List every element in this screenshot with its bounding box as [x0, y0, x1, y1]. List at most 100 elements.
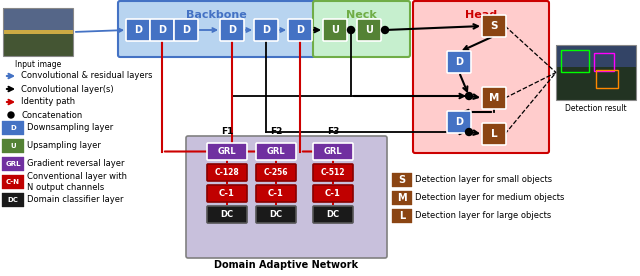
FancyBboxPatch shape: [207, 164, 247, 181]
FancyBboxPatch shape: [313, 206, 353, 223]
Text: DC: DC: [8, 197, 19, 203]
FancyBboxPatch shape: [256, 164, 296, 181]
Text: M: M: [397, 193, 407, 203]
Text: S: S: [399, 175, 406, 185]
Text: C-1: C-1: [219, 189, 235, 198]
Text: Detection layer for large objects: Detection layer for large objects: [415, 211, 551, 221]
FancyBboxPatch shape: [186, 136, 387, 258]
Text: F1: F1: [221, 127, 233, 136]
Text: Identity path: Identity path: [21, 97, 75, 107]
FancyBboxPatch shape: [313, 185, 353, 202]
Bar: [556, 67, 636, 100]
Text: C-N: C-N: [6, 179, 20, 185]
Circle shape: [465, 129, 472, 136]
Text: F3: F3: [327, 127, 339, 136]
Bar: [3, 8, 73, 56]
Text: C-1: C-1: [325, 189, 341, 198]
FancyBboxPatch shape: [482, 87, 506, 109]
Text: C-1: C-1: [268, 189, 284, 198]
FancyBboxPatch shape: [313, 1, 410, 57]
Bar: [556, 45, 636, 100]
Text: C-512: C-512: [321, 168, 345, 177]
Bar: [3, 8, 73, 56]
FancyBboxPatch shape: [256, 143, 296, 160]
FancyBboxPatch shape: [256, 206, 296, 223]
Circle shape: [381, 26, 388, 33]
Text: D: D: [455, 117, 463, 127]
FancyBboxPatch shape: [207, 143, 247, 160]
Text: DC: DC: [326, 210, 340, 219]
FancyBboxPatch shape: [174, 19, 198, 41]
FancyBboxPatch shape: [1, 192, 25, 208]
Text: Domain Adaptive Network: Domain Adaptive Network: [214, 260, 358, 270]
Text: Head: Head: [465, 10, 497, 20]
FancyBboxPatch shape: [207, 206, 247, 223]
FancyBboxPatch shape: [1, 138, 25, 154]
FancyBboxPatch shape: [1, 120, 25, 136]
Text: Neck: Neck: [346, 10, 377, 20]
FancyBboxPatch shape: [357, 19, 381, 41]
Text: D: D: [296, 25, 304, 35]
Text: Downsampling layer: Downsampling layer: [27, 123, 113, 132]
Text: U: U: [10, 143, 16, 149]
FancyBboxPatch shape: [254, 19, 278, 41]
Bar: [594, 53, 614, 71]
Circle shape: [8, 112, 14, 118]
FancyBboxPatch shape: [391, 172, 413, 188]
Text: Convolutional layer(s): Convolutional layer(s): [21, 84, 114, 94]
Bar: [3, 30, 73, 56]
Text: Concatenation: Concatenation: [21, 110, 83, 120]
FancyBboxPatch shape: [413, 1, 549, 153]
FancyBboxPatch shape: [118, 1, 315, 57]
Text: D: D: [134, 25, 142, 35]
Text: U: U: [365, 25, 373, 35]
Text: Conventional layer with
N output channels: Conventional layer with N output channel…: [27, 172, 127, 192]
Text: Input image: Input image: [15, 60, 61, 69]
Text: F2: F2: [270, 127, 282, 136]
FancyBboxPatch shape: [126, 19, 150, 41]
Text: D: D: [262, 25, 270, 35]
FancyBboxPatch shape: [256, 185, 296, 202]
FancyBboxPatch shape: [447, 111, 471, 133]
Text: Gradient reversal layer: Gradient reversal layer: [27, 160, 125, 169]
FancyBboxPatch shape: [150, 19, 174, 41]
Text: GRL: GRL: [5, 161, 20, 167]
FancyBboxPatch shape: [482, 123, 506, 145]
Circle shape: [348, 26, 355, 33]
FancyBboxPatch shape: [207, 185, 247, 202]
Text: Detection layer for medium objects: Detection layer for medium objects: [415, 193, 564, 203]
Text: L: L: [399, 211, 405, 221]
Text: GRL: GRL: [324, 147, 342, 156]
Text: DC: DC: [269, 210, 283, 219]
Text: D: D: [10, 125, 16, 131]
Text: U: U: [331, 25, 339, 35]
Text: D: D: [158, 25, 166, 35]
Text: DC: DC: [220, 210, 234, 219]
FancyBboxPatch shape: [482, 15, 506, 37]
FancyBboxPatch shape: [391, 208, 413, 224]
FancyBboxPatch shape: [323, 19, 347, 41]
Text: Upsampling layer: Upsampling layer: [27, 142, 101, 150]
Text: S: S: [490, 21, 498, 31]
Text: D: D: [228, 25, 236, 35]
Text: M: M: [489, 93, 499, 103]
Bar: [556, 45, 636, 100]
Text: Domain classifier layer: Domain classifier layer: [27, 195, 124, 205]
FancyBboxPatch shape: [313, 143, 353, 160]
FancyBboxPatch shape: [1, 174, 25, 190]
FancyBboxPatch shape: [1, 156, 25, 172]
Text: C-256: C-256: [264, 168, 288, 177]
Circle shape: [465, 92, 472, 100]
Text: Detection layer for small objects: Detection layer for small objects: [415, 176, 552, 184]
FancyBboxPatch shape: [313, 164, 353, 181]
Text: GRL: GRL: [218, 147, 236, 156]
FancyBboxPatch shape: [391, 190, 413, 206]
FancyBboxPatch shape: [447, 51, 471, 73]
Bar: [596, 70, 618, 88]
Text: Convolutional & residual layers: Convolutional & residual layers: [21, 71, 152, 81]
Text: D: D: [182, 25, 190, 35]
Bar: [561, 50, 589, 72]
Text: Detection result: Detection result: [565, 104, 627, 113]
Text: C-128: C-128: [214, 168, 239, 177]
Text: D: D: [455, 57, 463, 67]
